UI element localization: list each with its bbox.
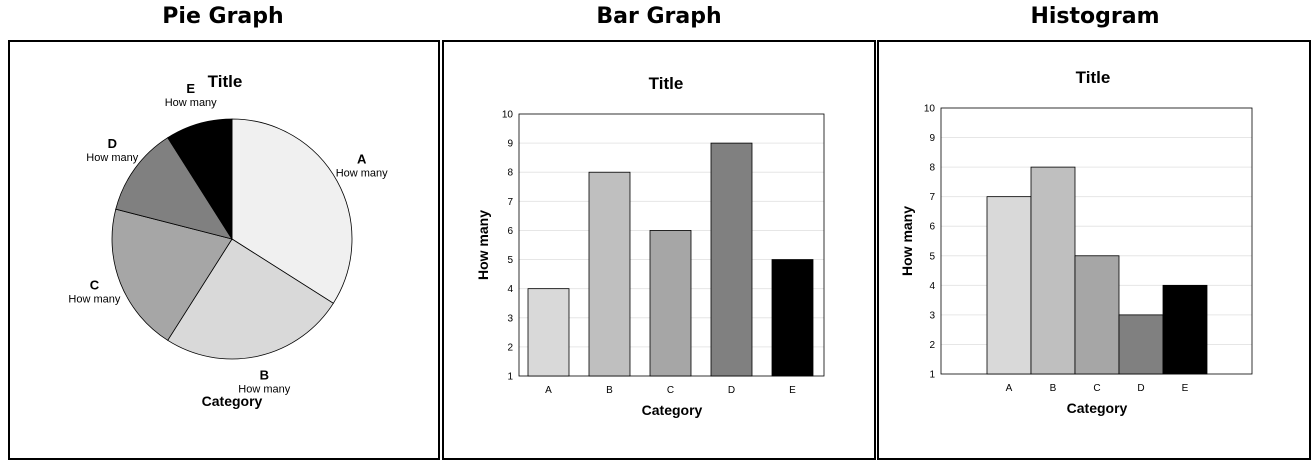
bar-ytick-label: 4: [507, 284, 513, 295]
pie-slice-c: [111, 208, 233, 341]
pie-slice-a: [231, 118, 353, 304]
hist-ytick-label: 8: [929, 163, 935, 174]
bar-chart: Title 1 2 3 4 5 6 7 8 9 10 A B C D E Category How many: [475, 74, 825, 418]
bar-ytick-label: 8: [507, 168, 513, 179]
hist-ylabel: How many: [899, 206, 915, 276]
pie-graph-heading: Pie Graph: [162, 4, 284, 29]
bar-bar-a: [527, 288, 570, 377]
hist-bar-e: [1162, 284, 1208, 375]
pie-sublabel-a: How many: [336, 168, 388, 180]
pie-slice-b: [167, 238, 334, 360]
pie-title: Title: [208, 72, 243, 91]
hist-bar-b: [1030, 166, 1076, 375]
hist-ytick-label: 2: [929, 340, 935, 351]
bar-title: Title: [649, 74, 684, 93]
bar-bar-e: [771, 259, 814, 377]
hist-xtick-label: A: [1006, 383, 1013, 394]
histogram-heading: Histogram: [1030, 4, 1160, 29]
hist-xtick-label: D: [1137, 383, 1144, 394]
pie-sublabel-d: How many: [86, 152, 138, 164]
hist-bar-d: [1118, 314, 1164, 375]
hist-xtick-label: C: [1093, 383, 1100, 394]
pie-label-b: B: [260, 367, 269, 382]
hist-ytick-label: 5: [929, 251, 935, 262]
hist-ytick-label: 1: [929, 370, 935, 381]
pie-label-a: A: [357, 152, 367, 167]
hist-xlabel: Category: [1067, 400, 1128, 416]
hist-bar-a: [986, 196, 1032, 375]
histogram-chart: Title 1 2 3 4 5 6 7 8 9 10 A B C D E Category How many: [899, 68, 1253, 416]
pie-slice-e: [167, 118, 233, 241]
hist-ytick-label: 6: [929, 222, 935, 233]
bar-ytick-label: 6: [507, 226, 513, 237]
bar-ytick-label: 5: [507, 255, 513, 266]
bar-graph-heading: Bar Graph: [596, 4, 722, 29]
bar-xtick-label: A: [545, 385, 552, 396]
pie-label-d: D: [108, 136, 117, 151]
pie-sublabel-c: How many: [68, 293, 120, 305]
bar-bar-b: [588, 171, 631, 377]
pie-graph-panel: Title A How many B How many C How many D How man…: [8, 40, 440, 460]
hist-ytick-label: 4: [929, 281, 935, 292]
bar-xtick-label: E: [789, 385, 796, 396]
bar-ytick-label: 9: [507, 139, 513, 150]
hist-title: Title: [1076, 68, 1111, 87]
bar-xtick-label: B: [606, 385, 613, 396]
hist-xtick-label: B: [1050, 383, 1057, 394]
bar-ytick-label: 1: [507, 372, 513, 383]
pie-sublabel-b: How many: [238, 383, 290, 395]
pie-sublabel-e: How many: [165, 97, 217, 109]
bar-ytick-label: 3: [507, 313, 513, 324]
pie-category-label: Category: [202, 393, 263, 409]
bar-ytick-label: 2: [507, 342, 513, 353]
hist-ytick-label: 3: [929, 310, 935, 321]
bar-xlabel: Category: [642, 402, 703, 418]
pie-slice-d: [115, 137, 233, 240]
bar-xtick-label: D: [728, 385, 735, 396]
hist-ytick-label: 10: [924, 104, 936, 115]
bar-xtick-label: C: [667, 385, 674, 396]
pie-label-c: C: [90, 277, 100, 292]
histogram-panel: Title 1 2 3 4 5 6 7 8 9 10 A B C D E Category How many: [877, 40, 1311, 460]
bar-bar-c: [649, 230, 692, 377]
bar-ytick-label: 10: [502, 110, 514, 121]
hist-xtick-label: E: [1182, 383, 1189, 394]
bar-bar-d: [710, 142, 753, 377]
pie-label-e: E: [186, 81, 195, 96]
bar-graph-panel: Title 1 2 3 4 5 6 7 8 9 10 A B C D E Category How many: [442, 40, 876, 460]
hist-ytick-label: 9: [929, 133, 935, 144]
hist-bar-c: [1074, 255, 1120, 375]
bar-ytick-label: 7: [507, 197, 513, 208]
bar-ylabel: How many: [475, 210, 491, 280]
hist-ytick-label: 7: [929, 192, 935, 203]
